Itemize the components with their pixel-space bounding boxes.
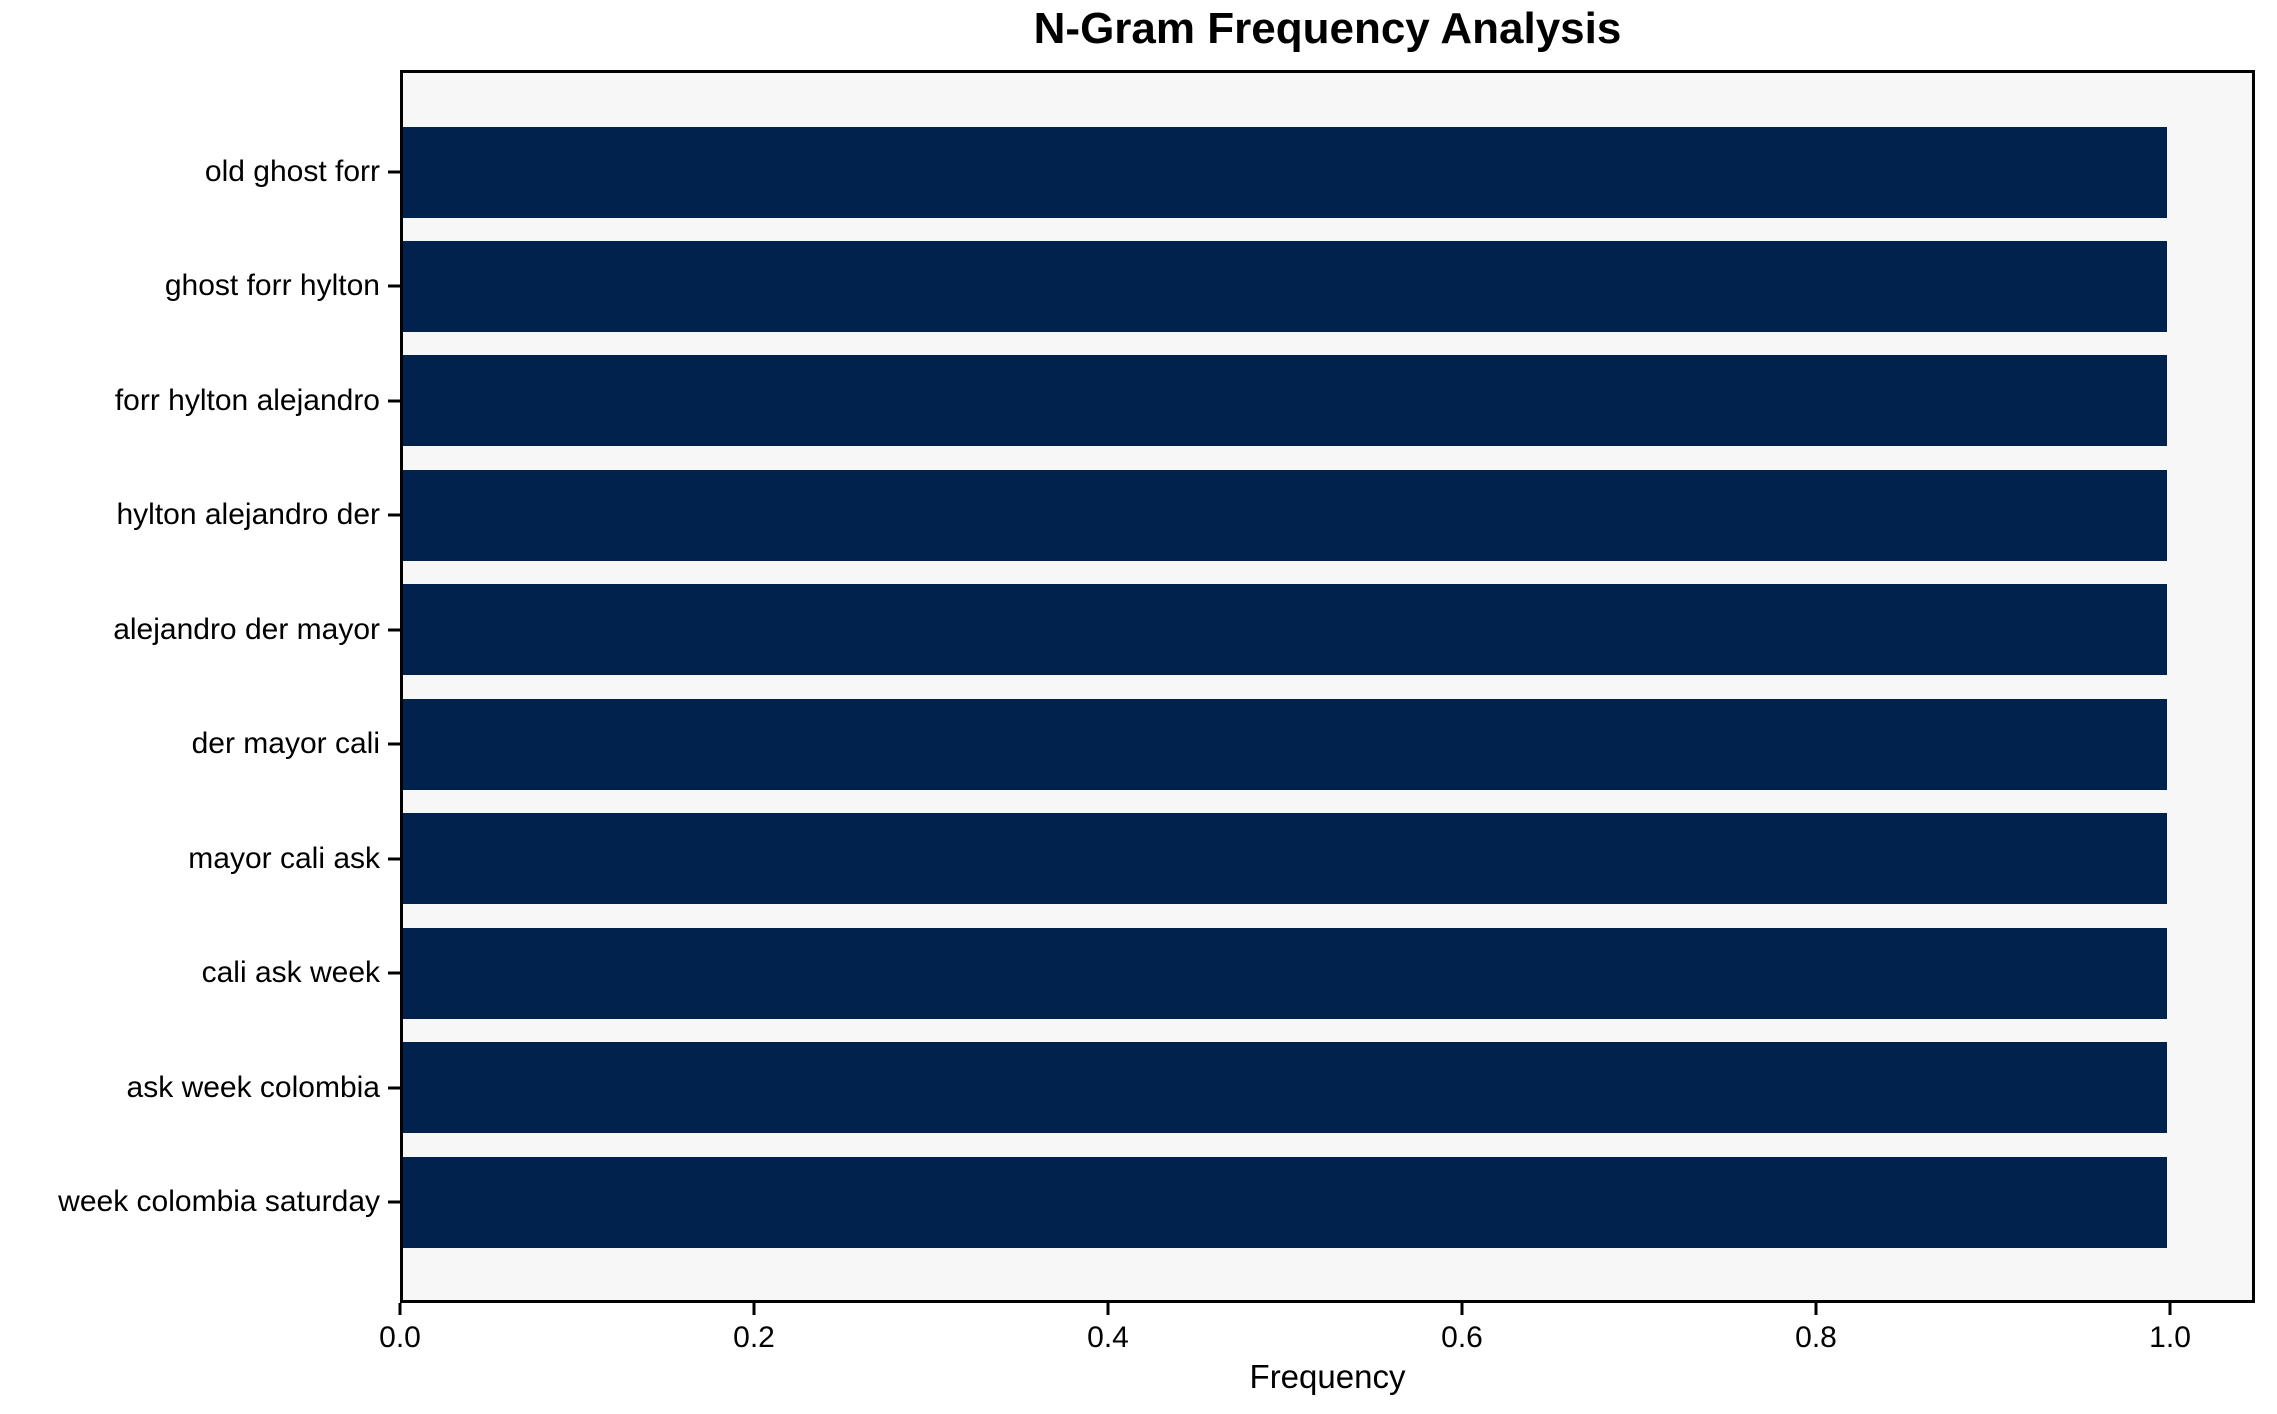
bar <box>403 698 2168 790</box>
x-axis-title: Frequency <box>1249 1358 1406 1395</box>
x-tick-mark <box>1814 1303 1818 1315</box>
x-tick-mark <box>2168 1303 2172 1315</box>
y-tick-mark <box>388 971 400 975</box>
y-tick-mark <box>388 628 400 632</box>
bar <box>403 927 2168 1019</box>
bar <box>403 469 2168 561</box>
x-tick-mark <box>752 1303 756 1315</box>
y-axis-label: cali ask week <box>201 956 380 990</box>
x-axis-tick-label: 0.8 <box>1795 1321 1837 1354</box>
y-tick-mark <box>388 742 400 746</box>
y-axis-label: week colombia saturday <box>58 1185 380 1218</box>
x-axis-tick-label: 0.0 <box>379 1321 421 1354</box>
plot-area <box>400 70 2255 1303</box>
chart-title: N-Gram Frequency Analysis <box>1033 4 1622 53</box>
y-tick-mark <box>388 284 400 288</box>
bar <box>403 1156 2168 1248</box>
y-axis-label: ask week colombia <box>126 1070 380 1104</box>
y-axis-label: hylton alejandro der <box>116 498 380 532</box>
bar <box>403 126 2168 218</box>
y-axis-label: der mayor cali <box>191 727 380 761</box>
y-axis-label: forr hylton alejandro <box>114 383 380 417</box>
x-tick-mark <box>1106 1303 1110 1315</box>
y-axis-label: old ghost forr <box>204 155 380 188</box>
y-tick-mark <box>388 1086 400 1090</box>
bar <box>403 584 2168 676</box>
y-axis-label: alejandro der mayor <box>113 612 380 646</box>
y-tick-mark <box>388 399 400 403</box>
x-axis-tick-label: 0.6 <box>1441 1321 1483 1354</box>
y-tick-mark <box>388 513 400 517</box>
y-tick-mark <box>388 170 400 174</box>
x-tick-mark <box>398 1303 402 1315</box>
x-axis-tick-label: 1.0 <box>2149 1321 2191 1354</box>
y-axis-label: mayor cali ask <box>188 841 380 875</box>
x-tick-mark <box>1460 1303 1464 1315</box>
y-axis-label: ghost forr hylton <box>164 269 380 303</box>
bar <box>403 813 2168 905</box>
bar <box>403 1042 2168 1134</box>
bar <box>403 240 2168 332</box>
y-tick-mark <box>388 857 400 861</box>
x-axis-tick-label: 0.2 <box>733 1321 775 1354</box>
y-tick-mark <box>388 1200 400 1204</box>
x-axis-tick-label: 0.4 <box>1087 1321 1129 1354</box>
bar <box>403 355 2168 447</box>
